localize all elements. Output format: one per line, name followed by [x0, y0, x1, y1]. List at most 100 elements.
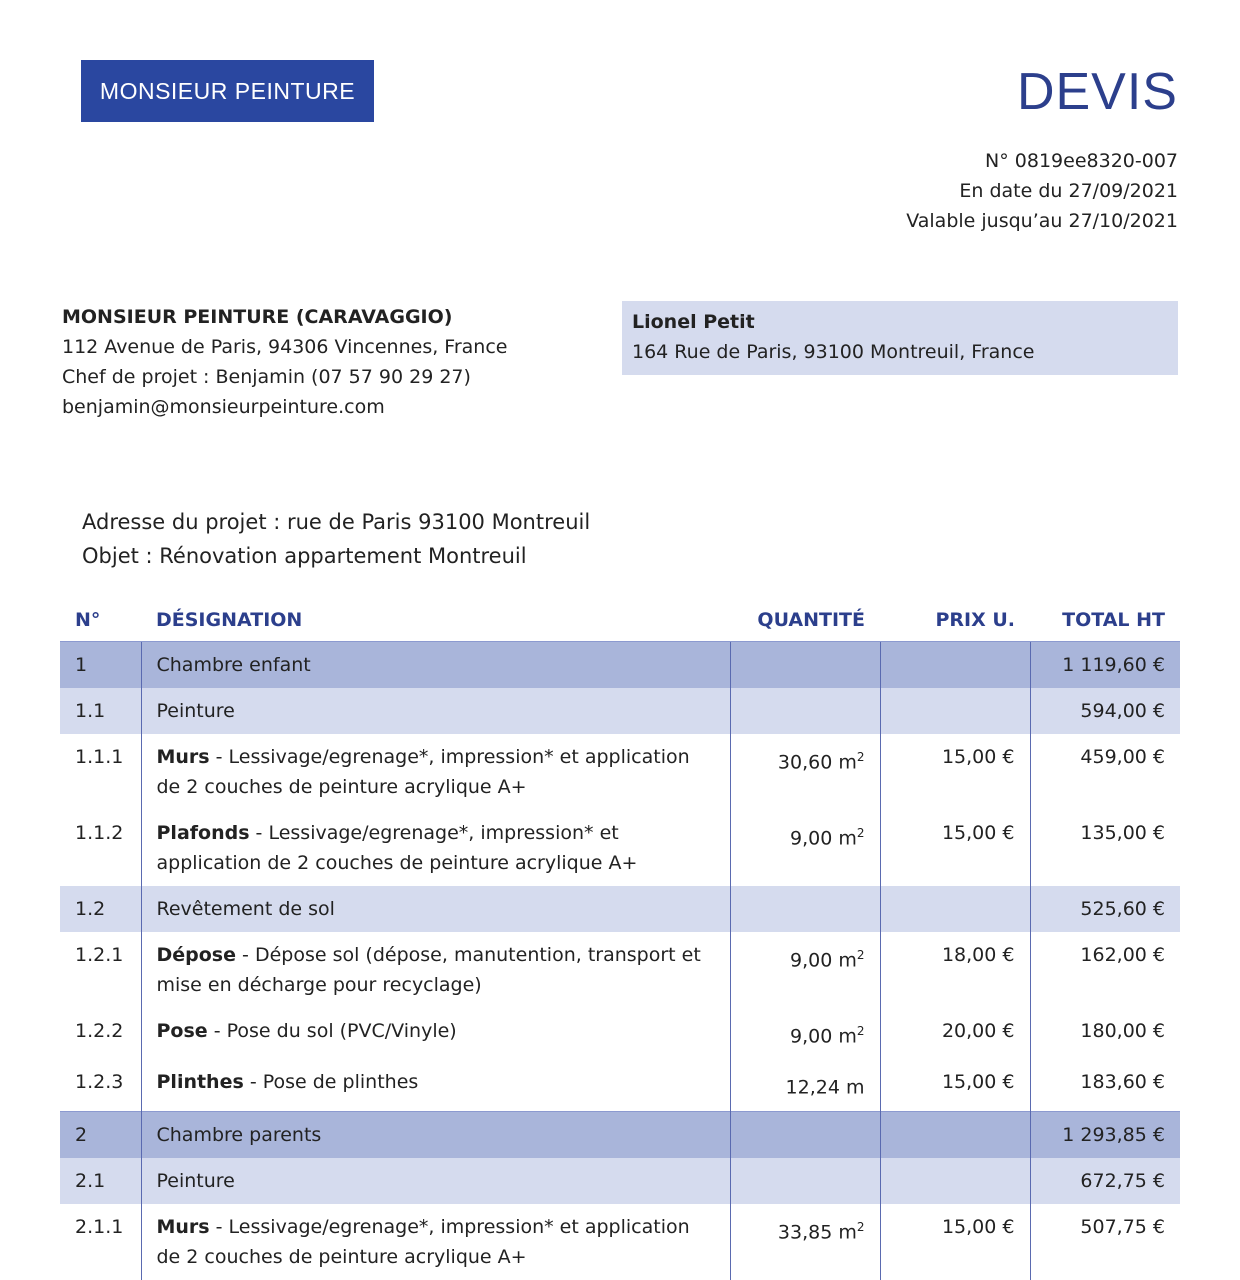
row-quantity [729, 1110, 880, 1158]
quantity-value: 9,00 m [790, 949, 857, 972]
row-quantity: 33,85 m2 [729, 1203, 880, 1280]
item-description: - Lessivage/egrenage*, impression* et ap… [156, 746, 690, 798]
company-address: 112 Avenue de Paris, 94306 Vincennes, Fr… [62, 336, 508, 358]
quantity-value: 9,00 m [790, 1025, 857, 1048]
row-unit-price: 15,00 € [879, 810, 1030, 886]
row-quantity [729, 688, 880, 734]
item-title: Murs [156, 746, 210, 768]
document-meta: N° 0819ee8320-007 En date du 27/09/2021 … [906, 146, 1178, 236]
item-description: - Pose de plinthes [243, 1071, 419, 1094]
row-number: 1.1 [60, 688, 141, 734]
unit-exponent: 2 [856, 826, 865, 840]
row-title: Peinture [156, 1169, 235, 1192]
quote-date: En date du 27/09/2021 [959, 180, 1178, 202]
unit-exponent: 2 [856, 1219, 865, 1234]
row-quantity: 12,24 m [729, 1059, 880, 1112]
table-row: 2.1.1 Murs - Lessivage/egrenage*, impress… [60, 1203, 1180, 1280]
row-total: 507,75 € [1029, 1203, 1180, 1280]
row-total: 162,00 € [1029, 932, 1180, 1008]
row-designation: Chambre parents [140, 1110, 730, 1158]
row-designation: Murs - Lessivage/egrenage*, impression* … [140, 734, 730, 810]
item-description: - Pose du sol (PVC/Vinyle) [207, 1020, 457, 1042]
col-quantity: QUANTITÉ [757, 608, 865, 631]
table-header: N° DÉSIGNATION QUANTITÉ PRIX U. TOTAL HT [60, 598, 1180, 642]
row-unit-price: 18,00 € [879, 932, 1030, 1008]
quote-number: N° 0819ee8320-007 [985, 150, 1178, 172]
quantity-value: 9,00 m [790, 827, 857, 850]
row-number: 1.2 [60, 886, 141, 932]
row-total: 1 293,85 € [1029, 1110, 1180, 1158]
row-total: 1 119,60 € [1029, 641, 1180, 688]
project-address: Adresse du projet : rue de Paris 93100 M… [82, 510, 591, 534]
quantity-value: 33,85 m [777, 1220, 857, 1243]
item-title: Plafonds [156, 822, 250, 844]
row-unit-price [879, 1110, 1030, 1158]
row-unit-price [879, 688, 1030, 734]
company-contact: Chef de projet : Benjamin (07 57 90 29 2… [62, 366, 471, 388]
row-designation: Plafonds - Lessivage/egrenage*, impressi… [140, 810, 730, 886]
table-row: 1.2.2 Pose - Pose du sol (PVC/Vinyle) 9,00… [60, 1008, 1180, 1060]
row-unit-price: 15,00 € [879, 734, 1030, 810]
col-unit-price: PRIX U. [935, 608, 1015, 631]
row-total: 525,60 € [1029, 886, 1180, 932]
quote-table: N° DÉSIGNATION QUANTITÉ PRIX U. TOTAL HT… [60, 598, 1180, 1280]
row-designation: Peinture [140, 1157, 730, 1204]
item-description: - Lessivage/egrenage*, impression* et ap… [156, 1215, 690, 1268]
row-total: 459,00 € [1029, 734, 1180, 810]
item-title: Pose [156, 1020, 208, 1042]
row-quantity [729, 886, 880, 932]
row-designation: Revêtement de sol [140, 886, 730, 932]
row-designation: Murs - Lessivage/egrenage*, impression* … [140, 1203, 730, 1280]
row-unit-price: 15,00 € [879, 1059, 1030, 1112]
row-unit-price [879, 886, 1030, 932]
row-number: 1.2.1 [75, 944, 124, 966]
row-number: 2.1.1 [75, 1215, 124, 1238]
row-designation: Chambre enfant [140, 641, 730, 688]
table-group-row: 2 Chambre parents 1 293,85 € [60, 1110, 1180, 1158]
row-number: 1.2.2 [75, 1020, 124, 1042]
row-title: Chambre enfant [156, 654, 311, 676]
row-designation: Peinture [140, 688, 730, 734]
client-address: 164 Rue de Paris, 93100 Montreuil, Franc… [632, 341, 1035, 363]
row-number: 1 [60, 641, 141, 688]
project-object: Objet : Rénovation appartement Montreuil [82, 544, 527, 568]
item-title: Dépose [156, 944, 237, 966]
quantity-value: 12,24 m [785, 1076, 865, 1099]
row-quantity: 9,00 m2 [729, 1008, 880, 1060]
row-number: 1.2.3 [75, 1071, 124, 1094]
quantity-value: 30,60 m [777, 751, 857, 774]
item-title: Plinthes [156, 1071, 244, 1094]
col-total: TOTAL HT [1062, 608, 1165, 631]
row-unit-price [879, 1157, 1030, 1204]
col-designation: DÉSIGNATION [156, 608, 303, 631]
row-quantity: 9,00 m2 [729, 810, 880, 886]
row-designation: Dépose - Dépose sol (dépose, manutention… [140, 932, 730, 1008]
company-block: MONSIEUR PEINTURE (CARAVAGGIO) 112 Avenu… [62, 302, 508, 422]
row-total: 672,75 € [1029, 1157, 1180, 1204]
unit-exponent: 2 [856, 750, 865, 764]
row-designation: Pose - Pose du sol (PVC/Vinyle) [140, 1008, 730, 1060]
row-total: 135,00 € [1029, 810, 1180, 886]
row-total: 594,00 € [1029, 688, 1180, 734]
company-name: MONSIEUR PEINTURE (CARAVAGGIO) [62, 306, 453, 328]
row-designation: Plinthes - Pose de plinthes [140, 1059, 730, 1112]
quote-validity: Valable jusqu’au 27/10/2021 [906, 210, 1178, 232]
row-unit-price: 20,00 € [879, 1008, 1030, 1060]
row-quantity [729, 641, 880, 688]
item-title: Murs [156, 1215, 210, 1238]
table-row: 1.2.3 Plinthes - Pose de plinthes 12,24 m 1… [60, 1059, 1180, 1112]
row-quantity: 30,60 m2 [729, 734, 880, 810]
table-row: 1.1.2 Plafonds - Lessivage/egrenage*, imp… [60, 810, 1180, 886]
table-subgroup-row: 2.1 Peinture 672,75 € [60, 1157, 1180, 1204]
company-logo: MONSIEUR PEINTURE [81, 60, 374, 122]
document-title: DEVIS [1016, 63, 1178, 121]
row-unit-price [879, 641, 1030, 688]
item-description: - Dépose sol (dépose, manutention, trans… [156, 944, 701, 996]
row-title: Chambre parents [156, 1123, 322, 1146]
row-number: 1.1.2 [75, 822, 124, 844]
table-row: 1.1.1 Murs - Lessivage/egrenage*, impress… [60, 734, 1180, 810]
row-quantity: 9,00 m2 [729, 932, 880, 1008]
table-subgroup-row: 1.2 Revêtement de sol 525,60 € [60, 886, 1180, 932]
client-block: Lionel Petit 164 Rue de Paris, 93100 Mon… [622, 301, 1178, 375]
col-number: N° [75, 608, 101, 631]
